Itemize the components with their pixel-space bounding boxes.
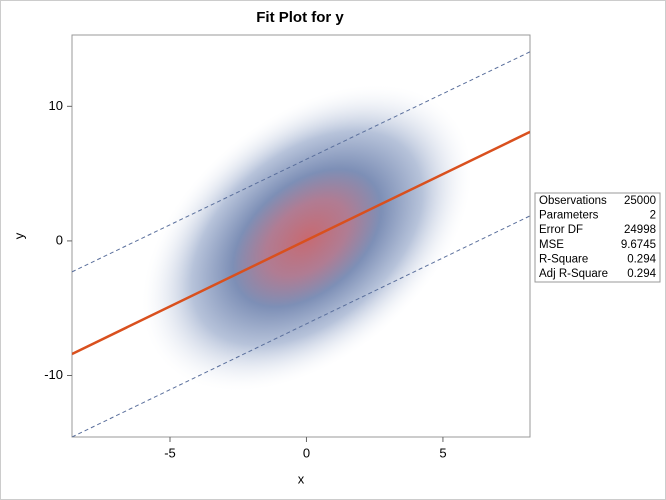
x-tick-label: -5 bbox=[164, 445, 176, 460]
x-tick-label: 5 bbox=[439, 445, 446, 460]
stat-label: Adj R-Square bbox=[539, 268, 608, 280]
prediction-limit bbox=[72, 51, 530, 273]
prediction-limit bbox=[72, 215, 530, 437]
stat-value: 2 bbox=[650, 210, 656, 222]
plot-area bbox=[71, 34, 531, 438]
stat-label: MSE bbox=[539, 239, 564, 251]
fit-line bbox=[72, 130, 530, 356]
stats-box bbox=[534, 192, 661, 283]
y-axis-label: y bbox=[11, 232, 26, 239]
x-axis-label: x bbox=[298, 471, 305, 486]
stat-value: 25000 bbox=[624, 195, 656, 207]
y-tick-label: -10 bbox=[44, 367, 63, 382]
density-heatmap bbox=[142, 85, 472, 391]
chart-title: Fit Plot for y bbox=[256, 9, 344, 26]
stat-label: Error DF bbox=[539, 224, 583, 236]
x-tick-label: 0 bbox=[303, 445, 310, 460]
stat-value: 24998 bbox=[624, 224, 656, 236]
stat-value: 9.6745 bbox=[621, 239, 656, 251]
fit-lines bbox=[72, 51, 530, 437]
stat-value: 0.294 bbox=[627, 253, 656, 265]
stat-label: R-Square bbox=[539, 253, 588, 265]
stat-value: 0.294 bbox=[627, 268, 656, 280]
y-tick-label: 10 bbox=[49, 98, 63, 113]
y-tick-label: 0 bbox=[56, 232, 63, 247]
stat-label: Observations bbox=[539, 195, 607, 207]
stat-label: Parameters bbox=[539, 210, 599, 222]
